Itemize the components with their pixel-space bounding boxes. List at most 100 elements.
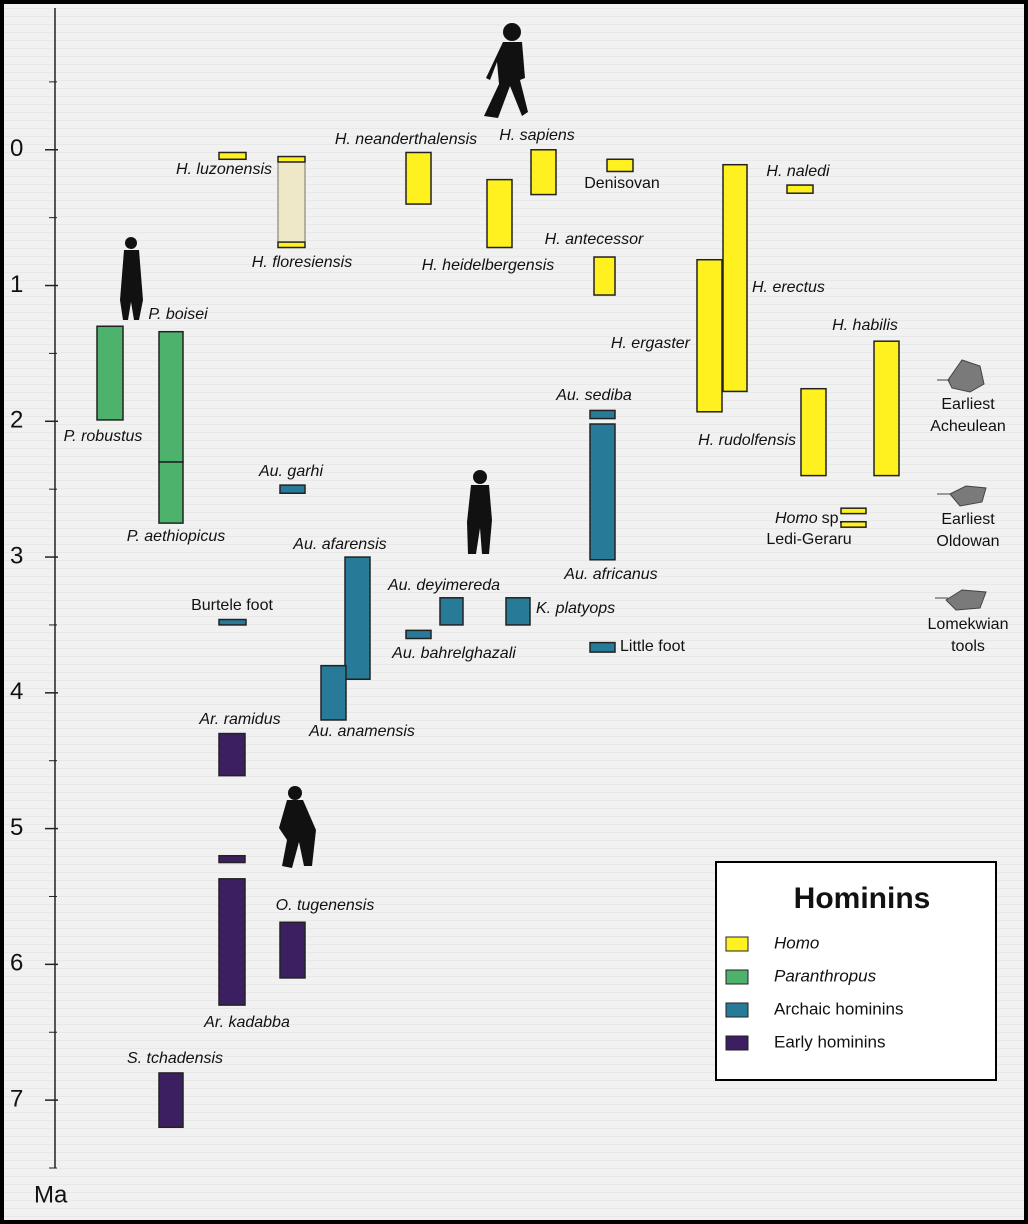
- range-bar: [278, 157, 305, 162]
- range-bar: [590, 424, 615, 560]
- legend-swatch: [726, 937, 748, 951]
- taxon-suffix: sp.: [822, 510, 843, 527]
- y-tick-label: 5: [10, 814, 23, 841]
- taxon-label: H. antecessor: [545, 231, 644, 248]
- legend-title: Hominins: [794, 882, 931, 915]
- range-bar: [801, 389, 826, 476]
- range-bar: [841, 522, 866, 527]
- range-bar: [787, 185, 813, 193]
- taxon-name: Burtele foot: [191, 597, 273, 614]
- range-bar: [723, 165, 747, 392]
- range-bar: [406, 630, 431, 638]
- taxon-label: H. floresiensis: [252, 254, 352, 271]
- annotation: Oldowan: [936, 533, 999, 550]
- taxon-label: Au. sediba: [555, 387, 632, 404]
- y-tick-label: 3: [10, 542, 23, 569]
- y-axis-label: Ma: [34, 1181, 68, 1208]
- taxon-name: H. neanderthalensis: [335, 131, 477, 148]
- range-bar: [159, 1073, 183, 1127]
- taxon-name: H. floresiensis: [252, 254, 352, 271]
- annotation: Lomekwian: [928, 616, 1009, 633]
- taxon-name: S. tchadensis: [127, 1050, 223, 1067]
- annotation: tools: [951, 638, 985, 655]
- uncertain-range: [278, 162, 305, 242]
- taxon-label: Burtele foot: [191, 597, 273, 614]
- taxon-label: Ar. kadabba: [203, 1014, 290, 1031]
- taxon-name: K. platyops: [536, 600, 615, 617]
- taxon-name: H. antecessor: [545, 231, 644, 248]
- range-bar: [874, 341, 899, 475]
- legend-swatch: [726, 970, 748, 984]
- taxon-name: H. heidelbergensis: [422, 257, 555, 274]
- taxon-label: Au. deyimereda: [387, 577, 500, 594]
- taxon-name: Ar. ramidus: [198, 711, 280, 728]
- taxon-name: H. rudolfensis: [698, 432, 796, 449]
- y-tick-label: 2: [10, 407, 23, 434]
- range-bar: [159, 462, 183, 523]
- range-bar: [590, 643, 615, 653]
- legend-label: Early hominins: [774, 1032, 886, 1051]
- taxon-label: Au. afarensis: [292, 536, 386, 553]
- range-bar: [219, 620, 246, 625]
- taxon-label: K. platyops: [536, 600, 615, 617]
- range-bar: [841, 508, 866, 513]
- range-bar: [219, 856, 245, 863]
- range-bar: [97, 326, 123, 420]
- taxon-name: Au. sediba: [555, 387, 632, 404]
- range-bar: [697, 260, 722, 412]
- range-bar: [159, 332, 183, 462]
- chart: Ma Hominins 01234567H. luzonensisH. flor…: [0, 0, 1028, 1224]
- taxon-label: H. rudolfensis: [698, 432, 796, 449]
- range-bar: [219, 734, 245, 776]
- taxon-label: O. tugenensis: [276, 897, 375, 914]
- taxon-name: Little foot: [620, 638, 685, 655]
- annotation: Earliest: [941, 396, 995, 413]
- taxon-label: P. robustus: [64, 428, 143, 445]
- taxon-label: Little foot: [620, 638, 685, 655]
- taxon-sublabel: Ledi-Geraru: [766, 531, 851, 548]
- taxon-name: H. sapiens: [499, 127, 575, 144]
- y-tick-label: 4: [10, 678, 23, 705]
- range-bar: [590, 410, 615, 418]
- taxon-name: P. boisei: [148, 306, 208, 323]
- taxon-label: Au. bahrelghazali: [391, 645, 516, 662]
- range-bar: [506, 598, 530, 625]
- taxon-name: Denisovan: [584, 175, 660, 192]
- range-bar: [278, 242, 305, 247]
- taxon-name: Au. deyimereda: [387, 577, 500, 594]
- legend-label: Archaic hominins: [774, 999, 903, 1018]
- taxon-label: Ar. ramidus: [198, 711, 280, 728]
- taxon-label: H. ergaster: [611, 335, 691, 352]
- taxon-name: H. habilis: [832, 317, 898, 334]
- taxon-name: Au. africanus: [563, 566, 657, 583]
- taxon-name: O. tugenensis: [276, 897, 375, 914]
- taxon-label: P. boisei: [148, 306, 208, 323]
- range-bar: [607, 159, 633, 171]
- taxon-name: Ar. kadabba: [203, 1014, 290, 1031]
- taxon-label: H. heidelbergensis: [422, 257, 555, 274]
- y-tick-label: 1: [10, 271, 23, 298]
- range-bar: [594, 257, 615, 295]
- taxon-name: P. aethiopicus: [127, 528, 225, 545]
- taxon-label: Denisovan: [584, 175, 660, 192]
- legend-label: Paranthropus: [774, 966, 877, 985]
- taxon-name: Au. anamensis: [308, 723, 415, 740]
- taxon-label: P. aethiopicus: [127, 528, 225, 545]
- annotation: Earliest: [941, 511, 995, 528]
- taxon-label: H. habilis: [832, 317, 898, 334]
- taxon-name: H. ergaster: [611, 335, 691, 352]
- taxon-label: Au. garhi: [258, 463, 323, 480]
- taxon-label: S. tchadensis: [127, 1050, 223, 1067]
- range-bar: [406, 152, 431, 204]
- taxon-label: H. luzonensis: [176, 161, 272, 178]
- taxon-name: Au. garhi: [258, 463, 323, 480]
- legend-label: Homo: [774, 933, 819, 952]
- range-bar: [321, 666, 346, 720]
- range-bar: [280, 485, 305, 493]
- taxon-label: Au. anamensis: [308, 723, 415, 740]
- range-bar: [280, 922, 305, 978]
- range-bar: [440, 598, 463, 625]
- legend-swatch: [726, 1036, 748, 1050]
- taxon-name: Homo: [775, 510, 818, 527]
- taxon-label: H. naledi: [766, 163, 830, 180]
